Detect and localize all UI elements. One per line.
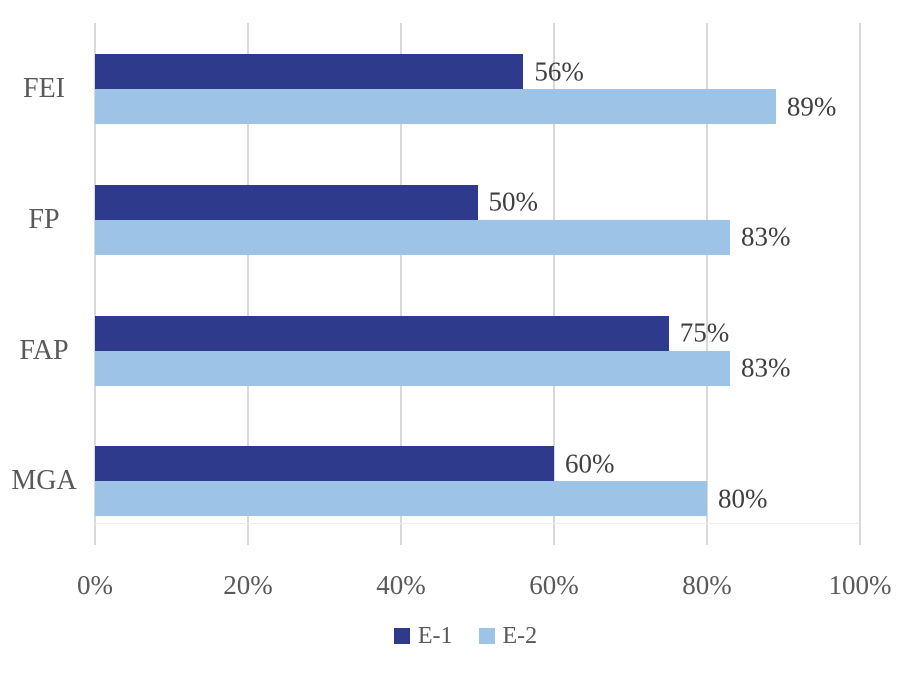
x-tick-label-80%: 80% (682, 570, 732, 600)
x-tick-label-40%: 40% (376, 570, 426, 600)
legend-swatch-e-1-icon (393, 628, 410, 644)
category-label-fap: FAP (19, 334, 69, 366)
data-label-e-2-mga: 80% (718, 483, 768, 514)
legend-item-e-2: E-2 (478, 623, 538, 649)
legend: E-1 E-2 (0, 624, 913, 648)
gridline-20% (247, 23, 249, 545)
legend-label-e-2: E-2 (502, 623, 538, 649)
bar-e-2-fp (95, 219, 730, 255)
category-label-fei: FEI (23, 73, 65, 104)
data-label-e-1-fei: 56% (534, 56, 584, 86)
bar-e-2-mga (95, 481, 707, 517)
gridline-100% (859, 23, 861, 545)
category-label-fp: FP (28, 203, 60, 235)
x-tick-label-100%: 100% (828, 570, 892, 600)
legend-label-e-1: E-1 (417, 623, 453, 649)
data-label-e-2-fap: 83% (740, 352, 791, 383)
x-tick-label-0%: 0% (77, 570, 113, 600)
bar-e-1-mga (95, 446, 554, 482)
data-label-e-1-mga: 60% (565, 448, 615, 479)
x-tick-label-60%: 60% (529, 570, 579, 600)
category-label-mga: MGA (11, 465, 77, 497)
legend-item-e-1: E-1 (393, 623, 453, 649)
bar-e-2-fei (95, 89, 776, 124)
bar-e-2-fap (95, 350, 730, 386)
bar-e-1-fap (95, 315, 669, 351)
bar-e-1-fei (95, 54, 524, 89)
plot-area: 56% 89% 50% 83% 75% 83% 60% 80% (94, 23, 861, 546)
gridline-40% (400, 23, 402, 545)
bar-e-1-fp (95, 184, 478, 220)
data-label-e-2-fei: 89% (786, 91, 837, 121)
legend-swatch-e-2-icon (478, 628, 495, 644)
data-label-e-1-fp: 50% (488, 186, 539, 217)
x-tick-label-20%: 20% (223, 570, 273, 600)
data-label-e-2-fp: 83% (740, 221, 791, 252)
data-label-e-1-fap: 75% (679, 317, 730, 348)
gridline-80% (706, 23, 708, 545)
x-axis-line (95, 523, 860, 524)
gridline-0% (94, 23, 96, 545)
gridline-60% (553, 23, 555, 545)
